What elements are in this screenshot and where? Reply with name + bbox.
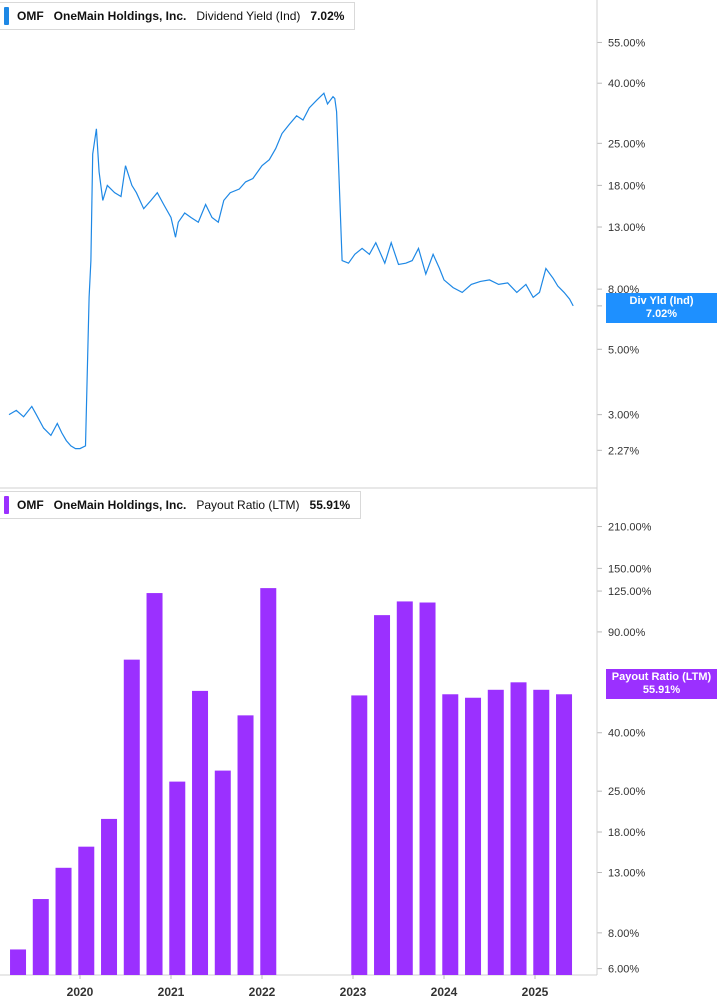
payout-bar <box>146 593 163 975</box>
top-legend: OMF OneMain Holdings, Inc. Dividend Yiel… <box>0 2 356 30</box>
bottom-y-tick-label: 150.00% <box>608 563 652 575</box>
bottom-legend-ticker: OMF <box>17 498 44 512</box>
payout-bar <box>55 867 72 975</box>
payout-badge-value: 55.91% <box>642 684 681 696</box>
top-legend-ticker: OMF <box>17 9 44 23</box>
top-y-tick-label: 18.00% <box>608 180 646 192</box>
top-legend-value: 7.02% <box>310 9 345 23</box>
bottom-y-tick-label: 90.00% <box>608 627 646 639</box>
x-tick-label: 2022 <box>249 985 276 999</box>
payout-bars <box>10 588 573 975</box>
payout-bar <box>351 695 368 975</box>
top-legend-company: OneMain Holdings, Inc. <box>53 9 187 23</box>
payout-bar <box>260 588 277 975</box>
payout-bar <box>374 615 391 975</box>
top-y-tick-label: 3.00% <box>608 410 639 422</box>
payout-bar <box>101 818 118 975</box>
top-y-tick-label: 2.27% <box>608 445 639 457</box>
payout-bar <box>533 689 550 975</box>
top-y-tick-label: 55.00% <box>608 37 646 49</box>
payout-bar <box>487 689 504 975</box>
payout-bar <box>32 899 49 975</box>
payout-value-badge: Payout Ratio (LTM) 55.91% <box>606 669 717 699</box>
payout-bar <box>510 682 527 975</box>
bottom-y-tick-label: 25.00% <box>608 786 646 798</box>
payout-badge-label: Payout Ratio (LTM) <box>611 671 712 683</box>
top-y-tick-label: 25.00% <box>608 138 646 150</box>
payout-bar <box>396 601 413 975</box>
bottom-y-tick-labels: 210.00% 150.00% 125.00% 90.00% 40.00% 25.00% 1… <box>608 522 652 976</box>
top-legend-metric: Dividend Yield (Ind) <box>196 9 301 23</box>
x-tick-label: 2023 <box>340 985 367 999</box>
bottom-payout-grid <box>597 526 602 970</box>
bottom-y-tick-label: 40.00% <box>608 728 646 740</box>
payout-bar <box>556 694 573 975</box>
bottom-y-tick-label: 210.00% <box>608 522 652 534</box>
x-tick-label: 2024 <box>431 985 458 999</box>
yield-badge-value: 7.02% <box>645 308 678 320</box>
x-tick-label: 2025 <box>522 985 549 999</box>
payout-bar <box>78 846 95 975</box>
bottom-y-tick-label: 13.00% <box>608 867 646 879</box>
top-y-tick-label: 5.00% <box>608 344 639 356</box>
bottom-legend: OMF OneMain Holdings, Inc. Payout Ratio … <box>0 491 362 519</box>
payout-bar <box>192 690 209 975</box>
bottom-y-tick-label: 18.00% <box>608 827 646 839</box>
dividend-yield-line <box>8 92 574 450</box>
payout-bar <box>465 697 482 975</box>
bottom-y-tick-label: 6.00% <box>608 964 639 976</box>
yield-badge-label: Div Yld (Ind) <box>629 295 694 307</box>
top-yield-grid <box>597 41 602 451</box>
yield-value-badge: Div Yld (Ind) 7.02% <box>606 293 717 323</box>
payout-legend-swatch <box>4 496 9 514</box>
bottom-legend-value: 55.91% <box>309 498 351 512</box>
top-y-tick-labels: 55.00%40.00%25.00%18.00%13.00%8.00%7.02%… <box>608 37 646 457</box>
payout-bar <box>442 694 459 975</box>
x-tick-label: 2021 <box>158 985 185 999</box>
payout-bar <box>419 602 436 975</box>
x-tick-label: 2020 <box>67 985 94 999</box>
x-tick-labels: 2020 2021 2022 2023 2024 2025 <box>67 975 549 999</box>
yield-legend-swatch <box>4 7 9 25</box>
bottom-legend-company: OneMain Holdings, Inc. <box>53 498 187 512</box>
bottom-y-tick-label: 125.00% <box>608 586 652 598</box>
payout-bar <box>10 949 27 975</box>
bottom-legend-metric: Payout Ratio (LTM) <box>196 498 300 512</box>
payout-bar <box>214 770 231 975</box>
payout-bar <box>237 715 254 975</box>
top-y-tick-label: 40.00% <box>608 78 646 90</box>
bottom-y-tick-label: 8.00% <box>608 928 639 940</box>
payout-bar <box>123 659 140 975</box>
payout-bar <box>169 781 186 975</box>
top-y-tick-label: 13.00% <box>608 222 646 234</box>
